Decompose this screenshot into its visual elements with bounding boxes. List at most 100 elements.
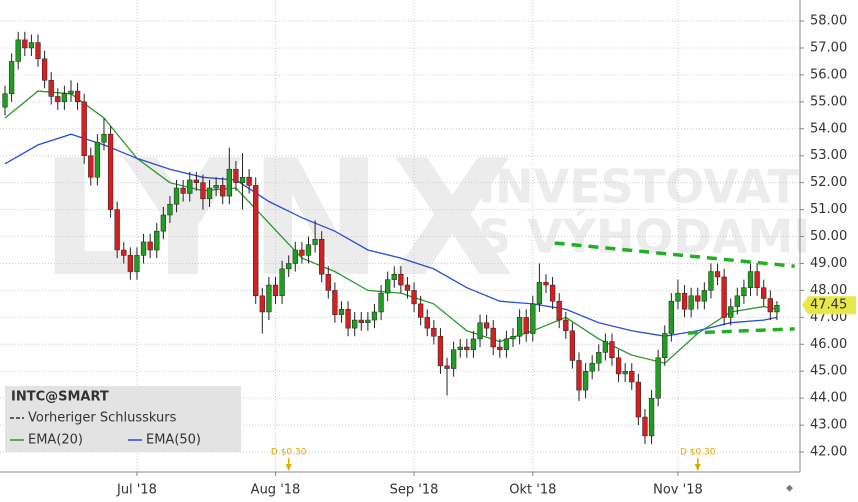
candle-body (662, 333, 668, 359)
candle-body (754, 271, 760, 288)
candle-body (253, 185, 259, 297)
candle-body (94, 141, 101, 178)
legend-label: EMA(50) (146, 433, 201, 448)
candle-body (114, 209, 120, 251)
x-tick-label: Jul '18 (116, 483, 157, 498)
legend-label: Vorheriger Schlusskurs (28, 411, 177, 426)
candle-body (239, 177, 246, 183)
candle-body (728, 306, 734, 318)
y-tick-label: 46.00 (810, 337, 847, 352)
candle-body (378, 292, 384, 313)
y-tick-label: 51.00 (810, 202, 847, 217)
candle-body (22, 39, 28, 49)
y-tick-label: 55.00 (810, 94, 847, 109)
candle-body (107, 133, 114, 210)
candle-body (48, 80, 54, 97)
candle-body (286, 263, 292, 270)
plot: D $0.30 D $0.30 (2, 31, 795, 471)
candle-body (569, 330, 576, 361)
dividend-label: D $0.30 (271, 448, 307, 458)
y-tick-label: 57.00 (810, 40, 847, 55)
candle-body (483, 322, 490, 329)
candle-body (332, 290, 338, 315)
candle-body (668, 300, 675, 334)
candle-body (457, 346, 463, 350)
candle-body (28, 42, 35, 49)
candle-body (15, 39, 21, 62)
candle-body (470, 338, 477, 350)
candle-body (74, 90, 81, 103)
candle-body (424, 317, 430, 329)
candle-body (173, 187, 180, 205)
candle-body (68, 90, 74, 95)
candle-body (319, 238, 325, 275)
candle-body (464, 346, 470, 350)
candle-body (767, 298, 773, 313)
candle-body (147, 241, 153, 251)
candle-body (576, 360, 582, 391)
candle-body (734, 295, 740, 307)
y-tick-label: 56.00 (810, 67, 847, 82)
candle-body (338, 309, 345, 315)
candle-body (259, 295, 265, 313)
candle-body (2, 93, 8, 108)
y-tick-label: 48.00 (810, 283, 847, 298)
candle-body (213, 185, 219, 189)
x-tick-label: Aug '18 (251, 483, 301, 498)
candle-body (352, 319, 358, 329)
trendline (687, 327, 795, 335)
last-price-box (802, 296, 856, 315)
candle-body (41, 58, 48, 81)
candle-body (543, 282, 549, 286)
candle-body (193, 179, 199, 183)
y-tick-label: 53.00 (810, 148, 847, 163)
dividend-label: D $0.30 (680, 448, 716, 458)
candle-body (490, 327, 496, 348)
candle-body (371, 311, 378, 321)
candle-body (556, 300, 562, 321)
candle-body (299, 249, 305, 256)
y-tick-label: 54.00 (810, 121, 847, 136)
candle-body (523, 317, 529, 334)
candle-body (8, 61, 15, 95)
candle-body (714, 271, 721, 278)
candle-body (101, 133, 107, 143)
last-price-label: 47.45 (810, 298, 847, 313)
candle-body (127, 255, 134, 272)
y-tick-label: 44.00 (810, 391, 847, 406)
y-tick-label: 42.00 (810, 445, 847, 460)
candle-body (154, 230, 160, 251)
candle-body (648, 397, 655, 437)
x-tick-label: Sep '18 (390, 483, 439, 498)
legend-label: EMA(20) (28, 433, 83, 448)
candle-body (160, 214, 167, 232)
x-tick-label: Nov '18 (653, 483, 703, 498)
candle-body (741, 287, 747, 297)
candle-body (615, 357, 622, 375)
candle-body (134, 255, 140, 272)
candle-body (477, 322, 483, 340)
candle-body (88, 155, 94, 178)
candle-body (206, 187, 213, 200)
watermark-line: INVESTOVAT (478, 160, 800, 214)
candle-body (200, 182, 206, 200)
candle-body (450, 349, 457, 369)
legend-box (5, 386, 241, 452)
candle-body (279, 268, 285, 297)
candle-body (688, 295, 694, 310)
candle-body (246, 177, 252, 186)
dividend-arrow (694, 464, 701, 471)
candle-body (325, 274, 331, 291)
candle-body (180, 187, 186, 194)
candle-body (582, 370, 589, 391)
scroll-icon[interactable]: ◆ (786, 484, 793, 494)
candle-body (55, 96, 61, 103)
candle-body (681, 292, 688, 310)
y-tick-label: 43.00 (810, 418, 847, 433)
candle-body (629, 370, 635, 383)
candle-body (708, 271, 714, 291)
candle-body (747, 271, 754, 288)
candle-body (774, 304, 780, 313)
candle-body (345, 309, 351, 329)
